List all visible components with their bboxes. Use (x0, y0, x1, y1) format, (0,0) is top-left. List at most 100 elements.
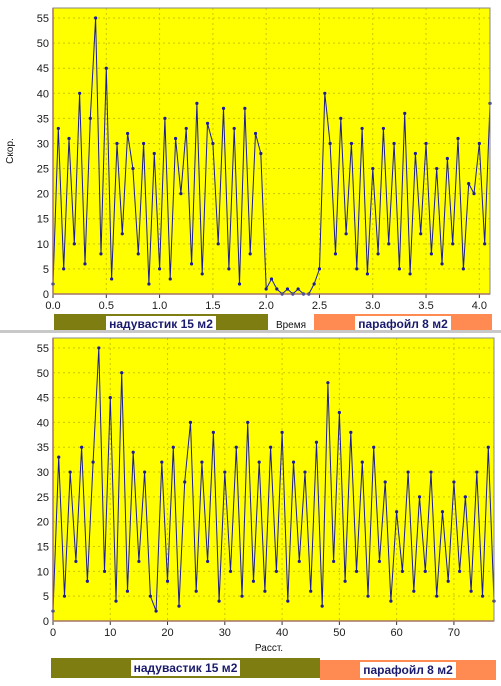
data-point (483, 242, 487, 246)
data-point (179, 192, 183, 196)
y-tick-label: 10 (37, 566, 49, 578)
data-point (381, 126, 386, 131)
legend-parafoil-bar: парафойл 8 м2 (314, 314, 492, 334)
data-point (237, 282, 242, 286)
data-point (280, 430, 284, 434)
data-point (469, 589, 473, 593)
distance-chart-panel: 0 5 10 15 20 25 30 35 40 45 50 55 0 10 20 30 40 50 60 70 Рас… (0, 333, 501, 686)
data-point (372, 445, 376, 449)
x-tick-label: 1.0 (152, 300, 167, 312)
data-point (243, 106, 247, 110)
data-point (461, 267, 465, 271)
data-point (400, 569, 404, 573)
data-point (337, 410, 341, 415)
y-tick-label: 15 (37, 542, 49, 554)
data-point (126, 131, 130, 136)
data-point (355, 267, 359, 271)
data-point (475, 470, 479, 474)
x-axis-label: Расст. (255, 643, 283, 654)
data-point (376, 252, 380, 256)
data-point (435, 594, 439, 598)
data-point (205, 121, 210, 126)
legend-inflatable-label: надувастик 15 м2 (106, 316, 216, 332)
data-point (188, 420, 193, 425)
y-tick-label: 40 (37, 417, 49, 429)
data-point (467, 182, 471, 186)
data-point (472, 192, 476, 196)
data-point (102, 569, 107, 573)
data-point (206, 559, 210, 564)
data-point (440, 510, 445, 514)
data-point (446, 579, 450, 583)
x-tick-label: 0 (50, 627, 56, 639)
y-axis-label: Скор. (5, 138, 16, 164)
data-point (99, 252, 103, 256)
data-point (463, 495, 467, 499)
data-point (251, 579, 256, 583)
data-point (332, 559, 336, 564)
data-point (419, 232, 423, 236)
data-point (387, 242, 391, 246)
data-point (429, 470, 433, 474)
data-point (297, 559, 301, 564)
data-point (88, 116, 92, 120)
y-tick-label: 15 (37, 214, 49, 226)
data-point (183, 480, 187, 484)
data-point (354, 569, 359, 573)
time-chart: 0 5 10 15 20 25 30 35 40 45 50 55 0.0 0.5 1.0 1.5 2.0 2.5… (5, 7, 492, 330)
data-point (152, 151, 156, 156)
data-point (296, 287, 300, 291)
data-point (131, 450, 135, 454)
x-tick-label: 60 (391, 627, 403, 639)
data-point (403, 111, 407, 115)
x-tick-label: 70 (448, 627, 460, 639)
legend-inflatable-label-bottom: надувастик 15 м2 (130, 660, 241, 676)
data-point (264, 287, 268, 291)
data-point (343, 579, 347, 583)
x-tick-label: 2.5 (312, 300, 327, 312)
x-tick-label: 3.5 (418, 300, 433, 312)
time-chart-panel: 0 5 10 15 20 25 30 35 40 45 50 55 0.0 0.5 1.0 1.5 2.0 2.5… (0, 0, 501, 334)
data-point (424, 141, 428, 146)
data-point (275, 287, 279, 291)
data-point (232, 126, 236, 131)
y-tick-label: 5 (43, 264, 49, 276)
data-point (456, 136, 460, 141)
distance-chart: 0 5 10 15 20 25 30 35 40 45 50 55 0 10 20 30 40 50 60 70 Рас… (37, 337, 496, 654)
data-point (108, 395, 112, 400)
data-point (160, 460, 164, 464)
data-point (217, 599, 221, 603)
data-point (440, 262, 444, 266)
y-tick-label: 50 (37, 38, 49, 50)
y-tick-label: 5 (43, 591, 49, 603)
legend-parafoil-bar-bottom: парафойл 8 м2 (320, 660, 496, 680)
x-tick-label: 30 (219, 627, 231, 639)
data-point (216, 242, 220, 246)
data-point (274, 569, 278, 573)
x-tick-label: 1.5 (205, 300, 220, 312)
data-point (228, 569, 233, 573)
data-point (57, 455, 61, 459)
data-point (317, 267, 322, 271)
data-point (184, 126, 188, 131)
data-point (392, 141, 396, 146)
data-point (223, 470, 227, 474)
x-tick-label: 0.5 (99, 300, 114, 312)
data-point (480, 594, 485, 598)
data-point (323, 91, 327, 95)
data-point (286, 599, 290, 603)
data-point (412, 589, 416, 593)
data-point (309, 589, 313, 593)
data-point (452, 480, 456, 484)
y-tick-label: 35 (37, 113, 49, 125)
data-point (417, 495, 422, 499)
plot-area (53, 338, 494, 621)
data-point (74, 559, 78, 564)
data-point (56, 126, 60, 131)
legend-inflatable-bar: надувастик 15 м2 (54, 314, 268, 334)
data-point (141, 141, 146, 146)
data-point (120, 232, 124, 236)
data-point (389, 599, 393, 603)
y-tick-label: 35 (37, 442, 49, 454)
data-point (200, 460, 204, 464)
